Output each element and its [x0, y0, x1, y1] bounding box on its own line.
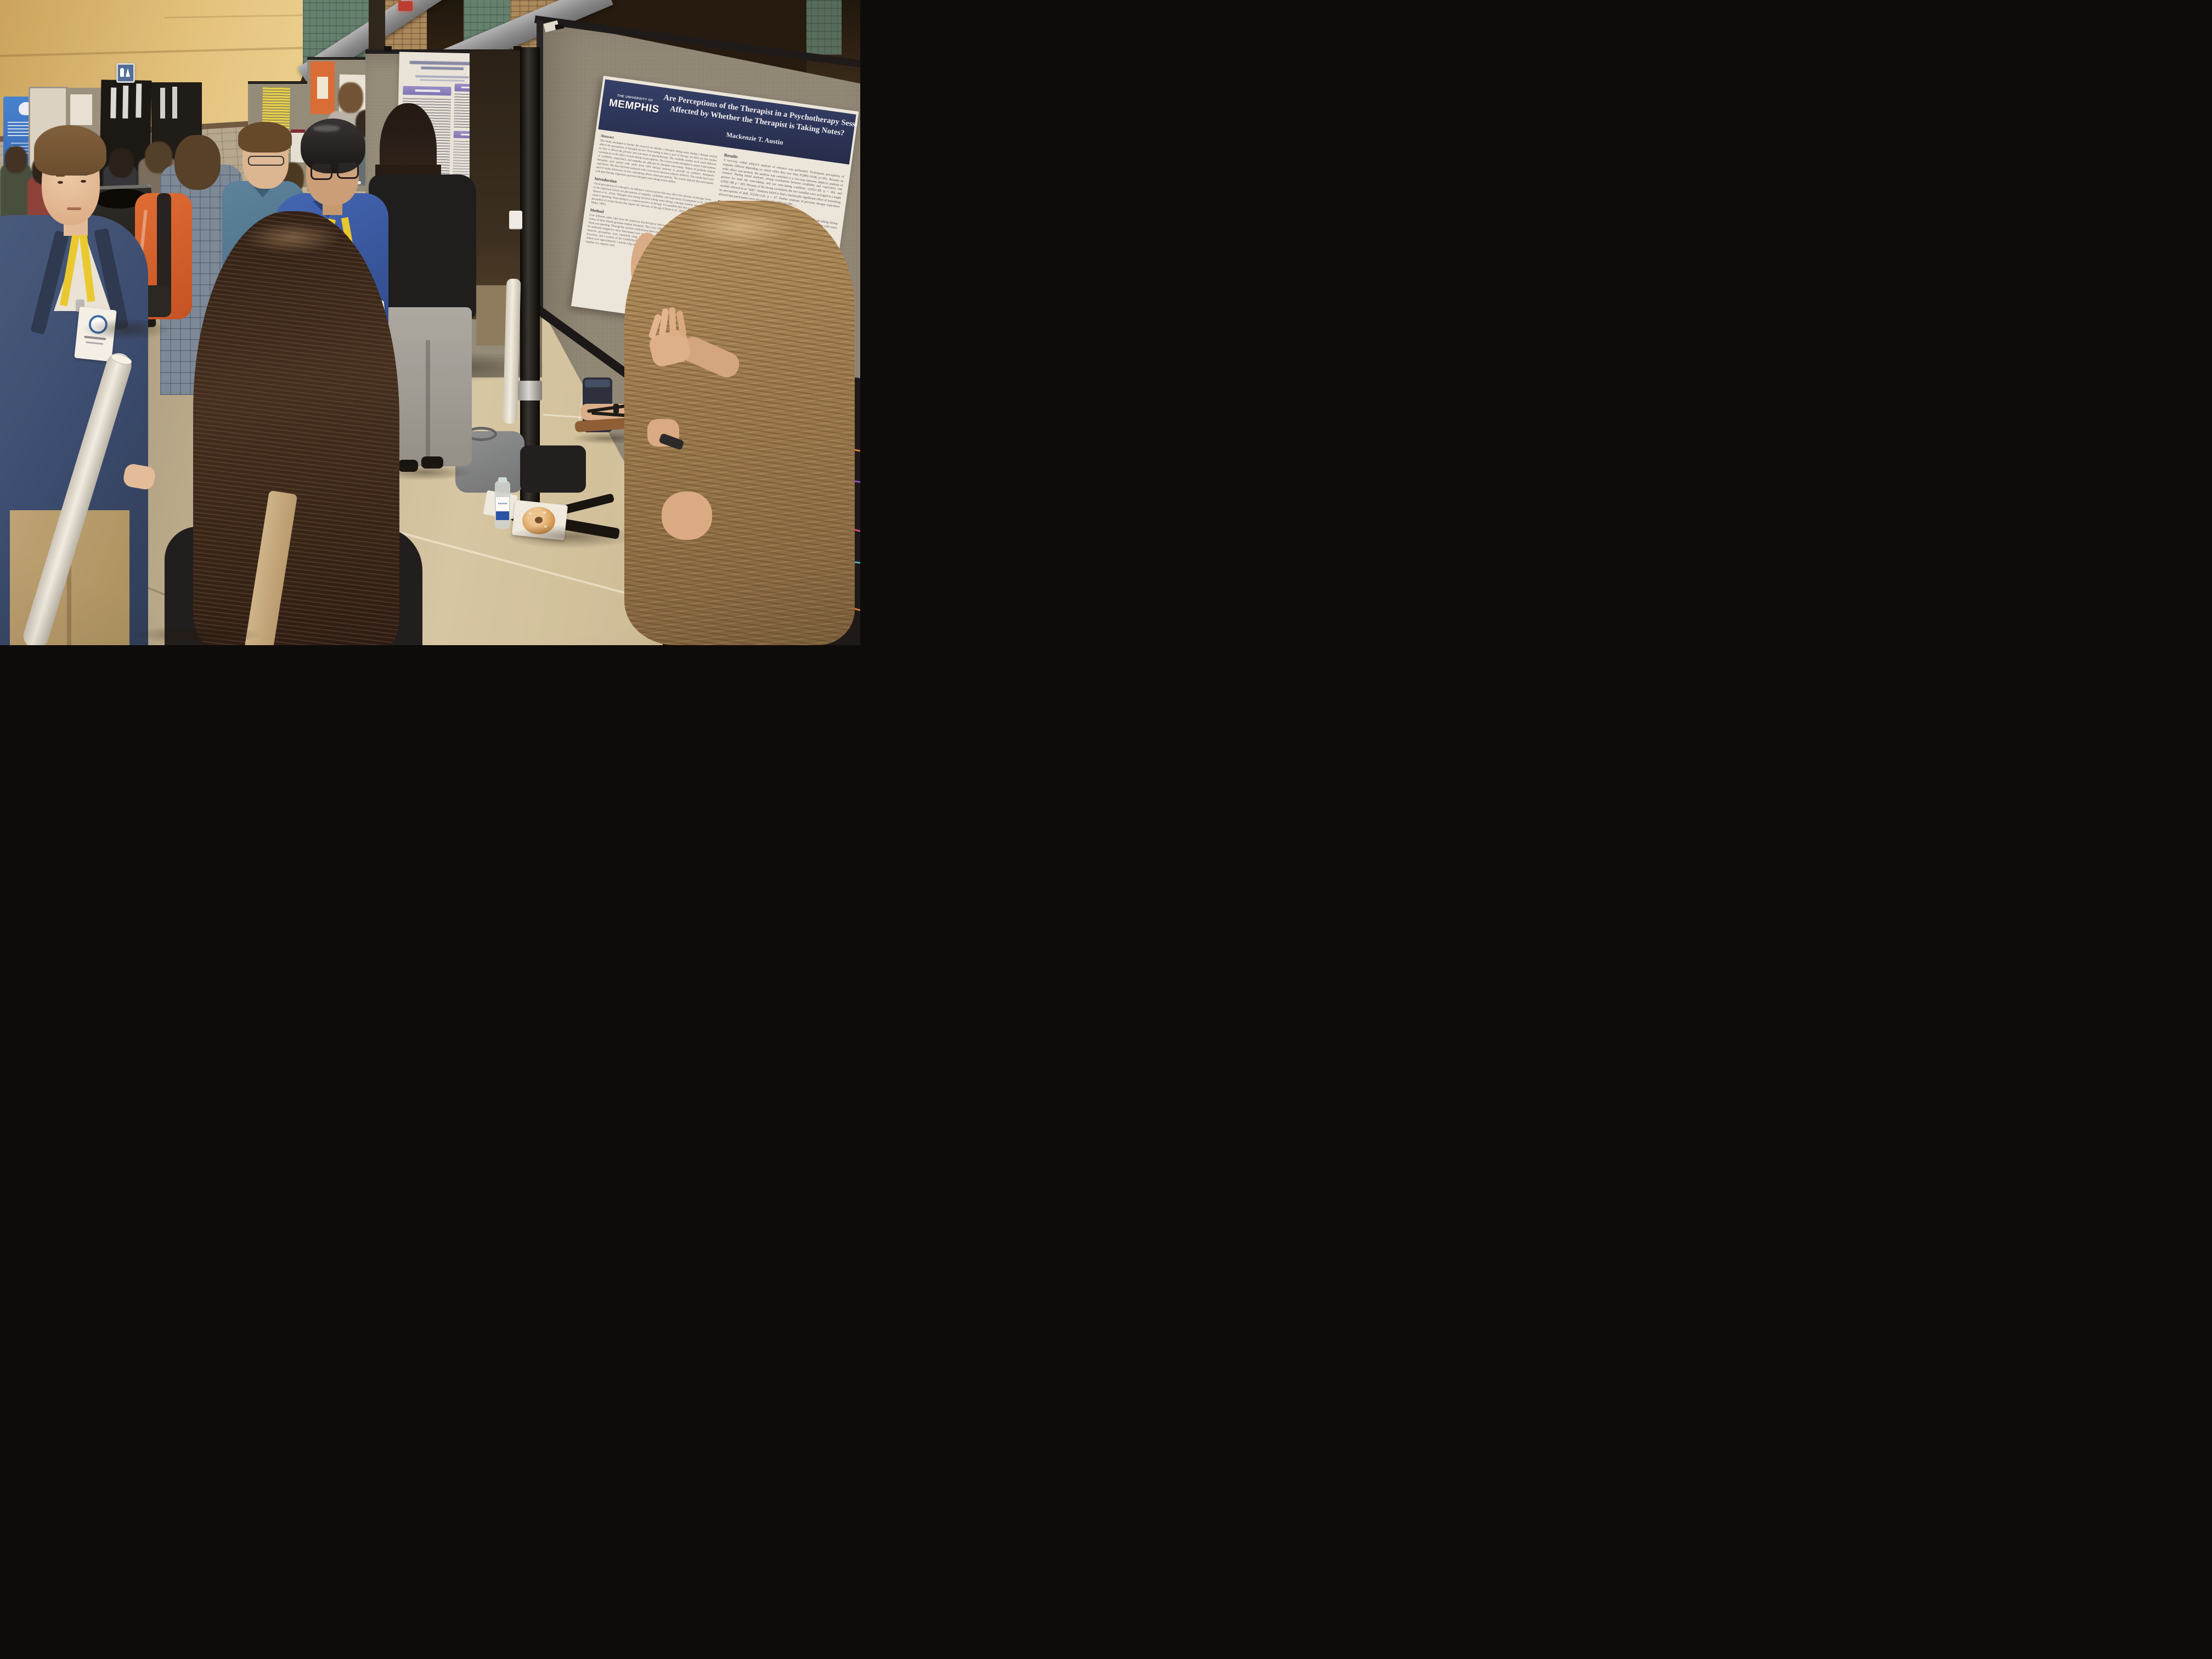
crowd-person-head: [109, 148, 134, 178]
restroom-sign: [116, 63, 135, 83]
restroom-figures-icon: [120, 68, 124, 77]
left-man-eyebrow: [79, 173, 88, 176]
bottle-label: DASANI: [496, 497, 509, 511]
presenter-finger: [669, 307, 676, 337]
foreground-woman-hair: [193, 211, 399, 645]
bg-poster-author-line: [419, 79, 465, 82]
attendee-teal-glasses-icon: [248, 156, 284, 166]
floor-shadow: [132, 625, 263, 644]
black-flat-shoe: [421, 456, 443, 469]
left-man-eyebrow: [56, 174, 65, 177]
water-bottle: DASANI: [495, 477, 510, 529]
hair-crown-shine: [242, 221, 341, 254]
glazed-donut: [522, 507, 555, 534]
bottle-brand-text: DASANI: [498, 502, 507, 505]
curtain-slit: [172, 87, 177, 119]
glasses-bridge: [329, 167, 337, 169]
sandal-strap: [613, 404, 619, 414]
bg-poster-title-line: [421, 66, 464, 70]
curtain-slit: [110, 87, 117, 119]
black-flat-shoe: [398, 460, 418, 472]
orange-poster: [311, 61, 335, 114]
hair-streaks: [193, 211, 399, 645]
curtain-slit: [136, 83, 142, 118]
floor-shadow: [505, 524, 636, 549]
presenter-elbow: [662, 492, 712, 540]
bottle-blue-band: [496, 511, 509, 520]
pinned-paper: [70, 94, 92, 125]
floor-shadow: [82, 318, 170, 340]
orange-poster-photo: [317, 77, 328, 99]
attendee-bowlcut-glasses-icon: [337, 161, 359, 179]
slacks-center-seam: [426, 340, 430, 466]
attendee-bowlcut-glasses-icon: [311, 162, 332, 180]
bottle-cap: [498, 477, 507, 483]
silver-tape-band: [518, 381, 542, 400]
badge-text-line: [86, 341, 104, 345]
conference-poster-session-photo: THE UNIVERSITY OF MEMPHIS Are Perception…: [0, 0, 860, 645]
donut-sugar-speck: [544, 526, 547, 528]
hair-shine: [313, 125, 340, 132]
university-logo: THE UNIVERSITY OF MEMPHIS: [605, 93, 662, 128]
attendee-plaid-head: [174, 135, 221, 190]
jeans-cuff: [585, 380, 610, 387]
left-man-eye: [58, 181, 63, 184]
curtain-slit: [160, 88, 165, 119]
pants-seam: [67, 516, 71, 645]
donut-sugar-speck: [529, 512, 532, 515]
crowd-person-head: [338, 82, 363, 113]
left-man-mouth: [67, 207, 81, 210]
left-man-hair: [34, 125, 106, 176]
donut-sugar-speck: [543, 511, 546, 514]
bg-poster-section-bar-text: [415, 89, 441, 92]
earring: [358, 181, 361, 184]
board-clip: [514, 46, 521, 52]
donut-hole: [535, 517, 543, 523]
exit-sign: [398, 1, 413, 11]
left-man-eye: [81, 180, 86, 183]
black-bag: [520, 445, 586, 493]
crowd-person-head: [4, 146, 27, 173]
presenter-hair-crown-shine: [685, 208, 794, 247]
curtain-slit: [122, 85, 129, 119]
bg-poster-author-line: [415, 75, 470, 79]
restroom-figures-icon: [126, 68, 130, 77]
bg-poster-title-line: [409, 60, 476, 66]
paper-cup: [509, 211, 522, 229]
board-clip: [384, 46, 392, 52]
attendee-teal-hair: [238, 122, 292, 153]
bg-poster-section-bar: [403, 86, 452, 96]
